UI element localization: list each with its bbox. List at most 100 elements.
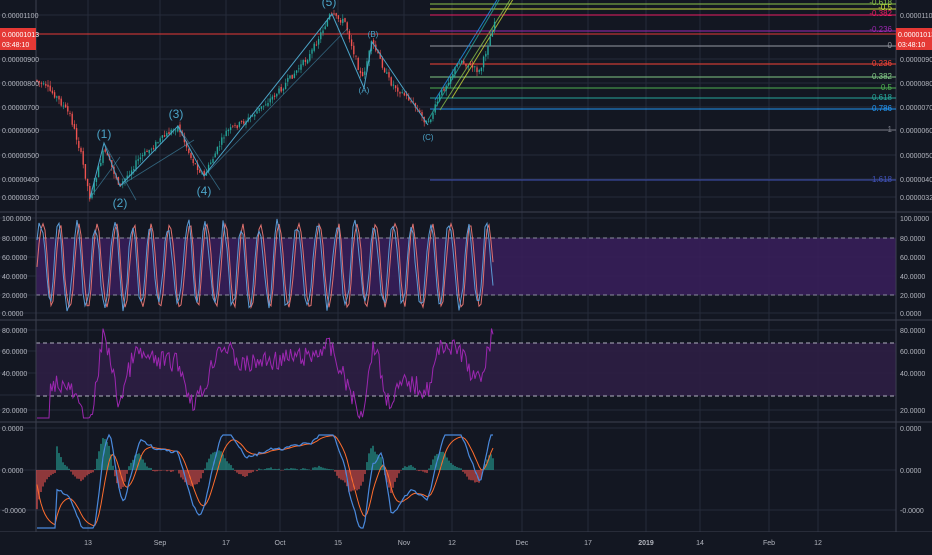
price-axis-right-label-3: 0.00000700	[900, 105, 932, 112]
candle-body	[289, 75, 290, 78]
candle-body	[232, 126, 233, 127]
candle-body	[443, 89, 444, 91]
candle-body	[149, 150, 150, 153]
candle-body	[294, 74, 295, 78]
candle-body	[439, 94, 440, 100]
candle-body	[41, 83, 42, 84]
macd-histogram-bar	[50, 470, 52, 475]
macd-histogram-bar	[248, 470, 250, 473]
macd-histogram-bar	[224, 458, 226, 470]
macd-histogram-bar	[128, 466, 130, 470]
candle-body	[135, 160, 136, 168]
candle-body	[476, 67, 477, 72]
macd-histogram-bar	[204, 468, 206, 470]
macd-histogram-bar	[180, 470, 182, 477]
macd-histogram-bar	[420, 470, 422, 471]
macd-histogram-bar	[56, 446, 58, 470]
candle-body	[450, 77, 451, 83]
candle-body	[254, 115, 255, 117]
macd-histogram-bar	[144, 463, 146, 470]
macd-histogram-bar	[202, 470, 204, 473]
macd-histogram-bar	[468, 470, 470, 480]
macd-histogram-bar	[316, 467, 318, 470]
macd-histogram-bar	[44, 470, 46, 482]
macd-histogram-bar	[148, 468, 150, 470]
candle-body	[140, 157, 141, 159]
candle-body	[274, 96, 275, 97]
candle-body	[188, 149, 189, 153]
price-axis-left-label-2: 0.00000800	[2, 81, 39, 88]
macd-histogram-bar	[160, 470, 162, 471]
time-axis-label-9: 2019	[638, 540, 654, 547]
macd-histogram-bar	[250, 470, 252, 473]
macd-histogram-bar	[328, 469, 330, 470]
macd-histogram-bar	[226, 461, 228, 470]
candle-body	[446, 86, 447, 91]
fib-label-8: 0.618	[872, 93, 893, 102]
macd-histogram-bar	[404, 466, 406, 470]
current-price-value-right: 0.00001013	[898, 32, 932, 39]
macd-histogram-bar	[324, 468, 326, 470]
macd-histogram-bar	[234, 470, 236, 471]
macd-histogram-bar	[276, 469, 278, 470]
candle-body	[164, 135, 165, 137]
macd-histogram-bar	[74, 470, 76, 477]
candle-body	[96, 178, 97, 182]
macd-axis-left-label-0: 0.0000	[2, 426, 24, 433]
macd-histogram-bar	[306, 469, 308, 470]
candle-body	[474, 66, 475, 67]
macd-histogram-bar	[80, 470, 82, 481]
macd-histogram-bar	[356, 470, 358, 490]
macd-histogram-bar	[300, 469, 302, 470]
wave-label-7: (C)	[422, 133, 433, 142]
candle-body	[448, 83, 449, 85]
time-axis-label-8: 17	[584, 540, 592, 547]
candle-body	[428, 121, 429, 122]
macd-histogram-bar	[54, 470, 56, 473]
macd-histogram-bar	[198, 470, 200, 482]
stoch-axis-left-label-3: 40.0000	[2, 274, 27, 281]
fib-label-6: 0.382	[872, 72, 893, 81]
candle-body	[168, 132, 169, 134]
candle-body	[65, 105, 66, 108]
macd-histogram-bar	[454, 466, 456, 470]
macd-histogram-bar	[68, 469, 70, 470]
macd-histogram-bar	[418, 470, 420, 471]
candle-body	[256, 111, 257, 113]
macd-histogram-bar	[94, 469, 96, 470]
price-axis-left-label-3: 0.00000700	[2, 105, 39, 112]
macd-histogram-bar	[62, 462, 64, 470]
wave-label-3: (4)	[197, 184, 212, 198]
macd-histogram-bar	[126, 470, 128, 474]
macd-histogram-bar	[318, 466, 320, 470]
macd-histogram-bar	[70, 470, 72, 472]
macd-histogram-bar	[252, 470, 254, 472]
time-axis-label-7: Dec	[516, 540, 529, 547]
candle-body	[195, 163, 196, 164]
macd-histogram-bar	[320, 467, 322, 470]
candle-body	[487, 47, 488, 55]
candle-body	[105, 149, 106, 151]
stoch-axis-right-label-4: 20.0000	[900, 293, 925, 300]
candle-body	[432, 113, 433, 119]
candle-body	[351, 39, 352, 46]
macd-histogram-bar	[472, 470, 474, 480]
macd-histogram-bar	[228, 463, 230, 470]
candle-body	[485, 54, 486, 57]
candle-body	[402, 92, 403, 93]
macd-histogram-bar	[124, 470, 126, 482]
macd-histogram-bar	[106, 442, 108, 470]
rsi-axis-left-label-1: 60.0000	[2, 349, 27, 356]
macd-histogram-bar	[64, 465, 66, 470]
candle-body	[265, 104, 266, 105]
macd-histogram-bar	[46, 470, 48, 479]
macd-histogram-bar	[428, 468, 430, 470]
candle-body	[76, 128, 77, 140]
macd-histogram-bar	[402, 468, 404, 470]
macd-histogram-bar	[296, 469, 298, 470]
stoch-axis-left-label-4: 20.0000	[2, 293, 27, 300]
candle-body	[336, 13, 337, 16]
macd-histogram-bar	[286, 468, 288, 470]
